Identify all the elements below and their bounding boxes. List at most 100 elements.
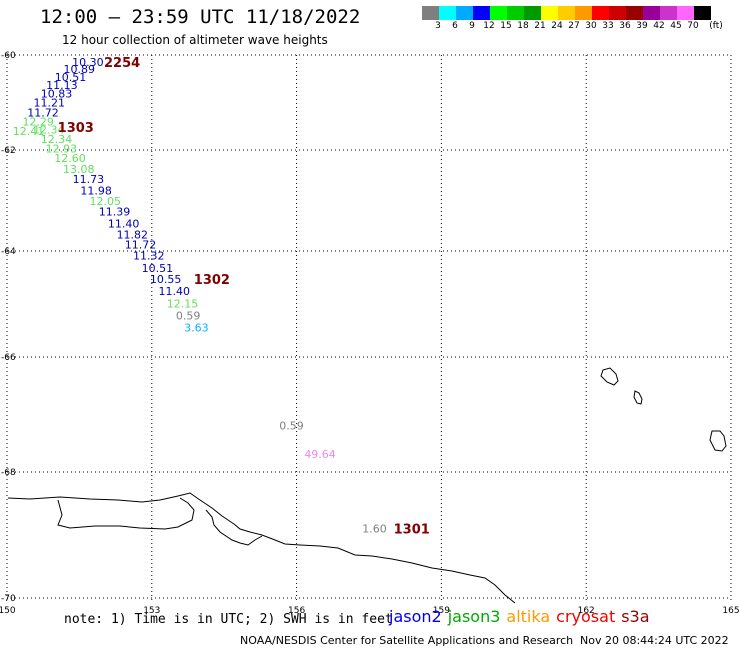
wave-height-value: 12.34 bbox=[33, 123, 64, 136]
wave-height-value: 12.41 bbox=[13, 125, 45, 138]
wave-height-value: 10.55 bbox=[150, 273, 182, 286]
color-scale-label: 42 bbox=[653, 21, 665, 31]
satellite-jason3: jason3 bbox=[447, 607, 501, 626]
wave-height-value: 11.72 bbox=[125, 238, 156, 251]
latitude-label: -68 bbox=[1, 468, 16, 478]
color-scale-label: 6 bbox=[452, 21, 458, 31]
color-swatch bbox=[694, 6, 711, 20]
generation-timestamp: Nov 20 08:44:24 UTC 2022 bbox=[580, 634, 729, 647]
coastline bbox=[7, 367, 727, 604]
color-scale-label: 70 bbox=[687, 21, 699, 31]
satellite-jason2: jason2 bbox=[389, 607, 442, 626]
color-scale-label: 18 bbox=[517, 21, 529, 31]
color-swatch bbox=[490, 6, 507, 20]
color-scale-label: 39 bbox=[636, 21, 648, 31]
island-2 bbox=[633, 390, 643, 405]
wave-height-value: 11.40 bbox=[159, 285, 191, 298]
wave-height-value: 11.98 bbox=[80, 184, 112, 197]
color-scale-label: 33 bbox=[602, 21, 614, 31]
color-swatch bbox=[473, 6, 490, 20]
color-swatch bbox=[456, 6, 473, 20]
wave-height-value: 12.15 bbox=[167, 298, 199, 311]
satellite-legend: jason2 jason3 altika cryosat s3a bbox=[389, 607, 656, 626]
color-scale-label: 15 bbox=[500, 21, 512, 31]
wave-height-value: 11.72 bbox=[27, 107, 59, 120]
island-1 bbox=[600, 367, 619, 386]
pass-time-label: 1303 bbox=[58, 121, 94, 136]
wave-height-value: 11.40 bbox=[108, 218, 140, 231]
latitude-label: -64 bbox=[1, 247, 16, 257]
wave-height-value: 10.51 bbox=[55, 71, 86, 84]
wave-height-value: 11.82 bbox=[117, 228, 149, 241]
wave-height-value: 12.29 bbox=[22, 115, 54, 128]
wave-height-value: 12.60 bbox=[54, 152, 85, 165]
longitude-label: 162 bbox=[578, 606, 595, 616]
satellite-altika: altika bbox=[506, 607, 551, 626]
wave-height-value: 11.73 bbox=[73, 173, 105, 186]
color-scale-label: 27 bbox=[568, 21, 580, 31]
longitude-label: 153 bbox=[143, 606, 160, 616]
color-scale-label: 24 bbox=[551, 21, 563, 31]
wave-height-value: 10.30 bbox=[72, 56, 104, 69]
latitude-label: -60 bbox=[1, 51, 16, 61]
satellite-s3a: s3a bbox=[621, 607, 650, 626]
color-scale-swatches bbox=[422, 6, 711, 20]
color-swatch bbox=[643, 6, 660, 20]
color-scale-label: 12 bbox=[483, 21, 495, 31]
satellite-cryosat: cryosat bbox=[556, 607, 616, 626]
latitude-label: -70 bbox=[1, 594, 16, 604]
color-scale-label: 3 bbox=[435, 21, 441, 31]
color-swatch bbox=[660, 6, 677, 20]
color-scale-label: 45 bbox=[670, 21, 682, 31]
color-scale-label: (ft) bbox=[709, 21, 723, 31]
color-swatch bbox=[677, 6, 694, 20]
ice-tongue bbox=[205, 509, 263, 546]
color-swatch bbox=[592, 6, 609, 20]
antarctic-coastline bbox=[7, 492, 516, 604]
color-swatch bbox=[609, 6, 626, 20]
color-swatch bbox=[626, 6, 643, 20]
wave-height-value: 12.05 bbox=[90, 195, 122, 208]
observation-labels: 10.3010.8910.5111.1310.8311.2111.7212.29… bbox=[13, 56, 387, 536]
color-swatch bbox=[524, 6, 541, 20]
antarctic-coastline-inner bbox=[57, 497, 195, 530]
graticule bbox=[6, 54, 732, 600]
wave-height-value: 10.89 bbox=[63, 63, 95, 76]
longitude-label: 150 bbox=[0, 606, 16, 616]
color-scale-labels: 3 6 9 12 15 18 21 24 27 30 33 36 39 42 45 70 (ft) bbox=[422, 20, 723, 34]
wave-height-value: 12.93 bbox=[46, 142, 78, 155]
color-swatch bbox=[575, 6, 592, 20]
latitude-label: -66 bbox=[1, 353, 16, 363]
wave-height-value: 49.64 bbox=[304, 448, 336, 461]
wave-height-value: 0.59 bbox=[176, 309, 201, 322]
color-scale-label: 36 bbox=[619, 21, 631, 31]
longitude-label: 159 bbox=[433, 606, 450, 616]
longitude-label: 156 bbox=[288, 606, 305, 616]
color-scale-legend: 3 6 9 12 15 18 21 24 27 30 33 36 39 42 45 70 (ft) bbox=[422, 6, 723, 34]
longitude-label: 165 bbox=[722, 606, 739, 616]
wave-height-value: 13.08 bbox=[63, 163, 95, 176]
wave-height-value: 11.39 bbox=[99, 206, 131, 219]
latitude-label: -62 bbox=[1, 146, 16, 156]
color-swatch bbox=[507, 6, 524, 20]
color-scale-label: 30 bbox=[585, 21, 597, 31]
credit-organization: NOAA/NESDIS Center for Satellite Applica… bbox=[240, 634, 574, 647]
island-3 bbox=[709, 430, 727, 452]
wave-height-value: 0.59 bbox=[279, 419, 304, 432]
wave-height-value: 11.21 bbox=[34, 96, 65, 109]
color-swatch bbox=[558, 6, 575, 20]
color-swatch bbox=[422, 6, 439, 20]
wave-height-value: 3.63 bbox=[184, 322, 209, 335]
pass-time-label: 1301 bbox=[394, 523, 430, 538]
wave-height-value: 11.13 bbox=[46, 79, 78, 92]
wave-height-value: 10.51 bbox=[142, 262, 174, 275]
color-swatch bbox=[439, 6, 456, 20]
pass-time-label: 1302 bbox=[194, 273, 230, 288]
axis-labels: 150 153 156 159 162 165 -60 -62 -64 -66 -68 -70 bbox=[0, 51, 740, 616]
footnote: note: 1) Time is in UTC; 2) SWH is in fe… bbox=[64, 612, 393, 627]
map-title: 12:00 – 23:59 UTC 11/18/2022 bbox=[40, 6, 361, 28]
pass-time-label: 2254 bbox=[104, 56, 140, 71]
time-labels: 2254 1303 1302 1301 bbox=[58, 56, 430, 538]
wave-height-value: 10.83 bbox=[41, 87, 73, 100]
